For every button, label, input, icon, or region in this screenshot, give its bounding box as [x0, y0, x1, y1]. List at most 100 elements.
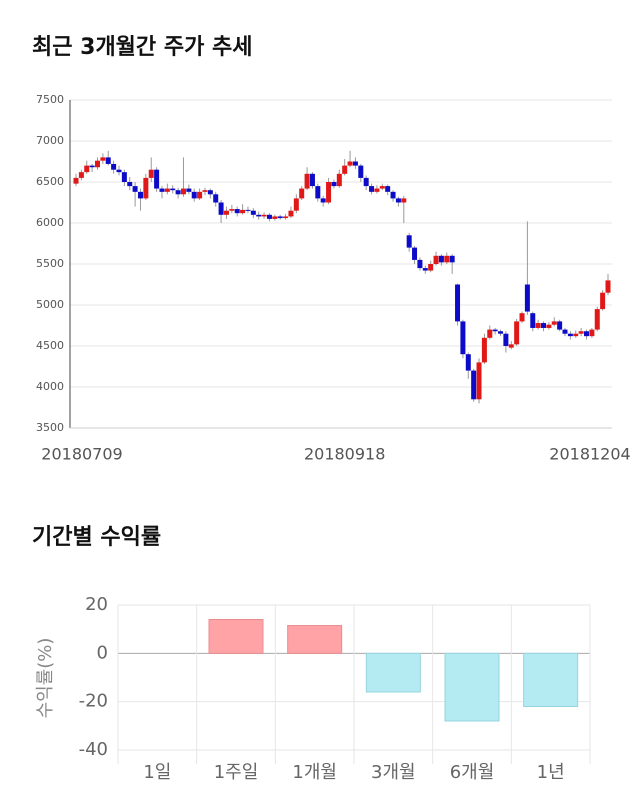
y-tick-label: 6500: [36, 175, 64, 188]
candle-body: [326, 182, 332, 203]
candle-body: [514, 321, 520, 345]
candle-body: [143, 177, 149, 199]
candle-body: [535, 323, 541, 328]
candle-body: [498, 331, 504, 334]
candle-body: [229, 209, 235, 211]
y-tick-label: 20: [85, 594, 108, 615]
candle-body: [299, 188, 305, 199]
candle-body: [369, 186, 375, 192]
x-tick-label: 3개월: [371, 762, 416, 783]
candle-body: [605, 280, 611, 293]
candle-body: [519, 313, 525, 322]
candle-body: [347, 161, 353, 166]
candle-body: [455, 284, 461, 322]
candle-body: [444, 255, 450, 263]
bar: [287, 625, 343, 654]
candle-body: [266, 214, 272, 219]
candle-body: [240, 209, 246, 214]
chart-title: 기간별 수익률: [32, 525, 161, 550]
x-tick-label: 20180709: [41, 445, 122, 464]
candle-body: [336, 173, 342, 187]
candle-body: [309, 173, 315, 187]
candle-body: [89, 165, 95, 168]
candle-body: [283, 216, 289, 219]
candle-body: [342, 165, 348, 174]
candle-body: [164, 188, 170, 192]
candle-body: [557, 321, 563, 330]
y-tick-label: 4500: [36, 339, 64, 352]
y-tick-label: 5000: [36, 298, 64, 311]
candle-body: [234, 209, 240, 214]
candle-body: [218, 202, 224, 215]
y-tick-label: 5500: [36, 257, 64, 270]
candle-body: [261, 214, 267, 217]
candle-body: [250, 210, 256, 215]
bar: [365, 652, 421, 693]
candle-body: [395, 198, 401, 203]
bar: [444, 652, 500, 722]
candle-body: [433, 255, 439, 264]
candle-body: [304, 173, 310, 189]
y-tick-label: 6000: [36, 216, 64, 229]
candle-body: [116, 169, 122, 173]
candle-body: [406, 235, 412, 248]
candle-body: [476, 362, 482, 400]
y-tick-label: 3500: [36, 421, 64, 434]
candle-body: [223, 210, 229, 215]
candle-body: [428, 264, 434, 271]
candle-body: [438, 255, 444, 263]
candle-body: [78, 172, 84, 178]
candle-body: [170, 188, 176, 191]
candle-body: [94, 160, 100, 168]
y-tick-label: 4000: [36, 380, 64, 393]
candle-body: [121, 172, 127, 182]
y-tick-label: -20: [79, 691, 108, 712]
candle-body: [417, 259, 423, 269]
candle-body: [481, 337, 487, 363]
x-tick-label: 20181204: [549, 445, 630, 464]
x-tick-label: 1일: [143, 762, 171, 783]
candle-body: [562, 329, 568, 334]
x-tick-label: 1주일: [214, 762, 259, 783]
candle-body: [272, 216, 278, 219]
x-tick-label: 20180918: [304, 445, 385, 464]
x-tick-label: 1년: [537, 762, 565, 783]
candle-body: [379, 186, 385, 189]
y-tick-label: 0: [97, 642, 108, 663]
y-tick-label: 7000: [36, 134, 64, 147]
chart-title: 최근 3개월간 주가 추세: [32, 35, 252, 60]
candle-body: [213, 194, 219, 203]
candle-body: [374, 188, 380, 192]
candle-body: [191, 191, 197, 199]
candle-body: [449, 255, 455, 263]
candle-body: [277, 216, 283, 219]
candle-body: [412, 247, 418, 260]
candle-body: [132, 186, 138, 192]
y-tick-label: 7500: [36, 93, 64, 106]
candle-body: [159, 188, 165, 192]
candle-body: [594, 309, 600, 330]
candle-body: [503, 333, 509, 346]
candle-body: [288, 210, 294, 217]
candle-body: [385, 186, 391, 192]
candle-body: [245, 209, 251, 211]
candle-body: [352, 161, 358, 166]
candle-body: [73, 177, 79, 184]
candle-body: [524, 284, 530, 312]
candle-body: [546, 324, 552, 328]
candle-body: [331, 182, 337, 187]
candle-body: [573, 333, 579, 337]
candle-body: [589, 329, 595, 337]
candle-body: [471, 370, 477, 400]
candle-body: [175, 190, 181, 195]
bar: [523, 652, 579, 707]
candle-body: [530, 313, 536, 328]
candle-body: [148, 169, 154, 178]
candle-body: [202, 190, 208, 192]
candle-body: [487, 329, 493, 338]
candle-body: [358, 165, 364, 178]
candle-body: [465, 354, 471, 371]
x-tick-label: 1개월: [292, 762, 337, 783]
candle-body: [422, 268, 428, 271]
